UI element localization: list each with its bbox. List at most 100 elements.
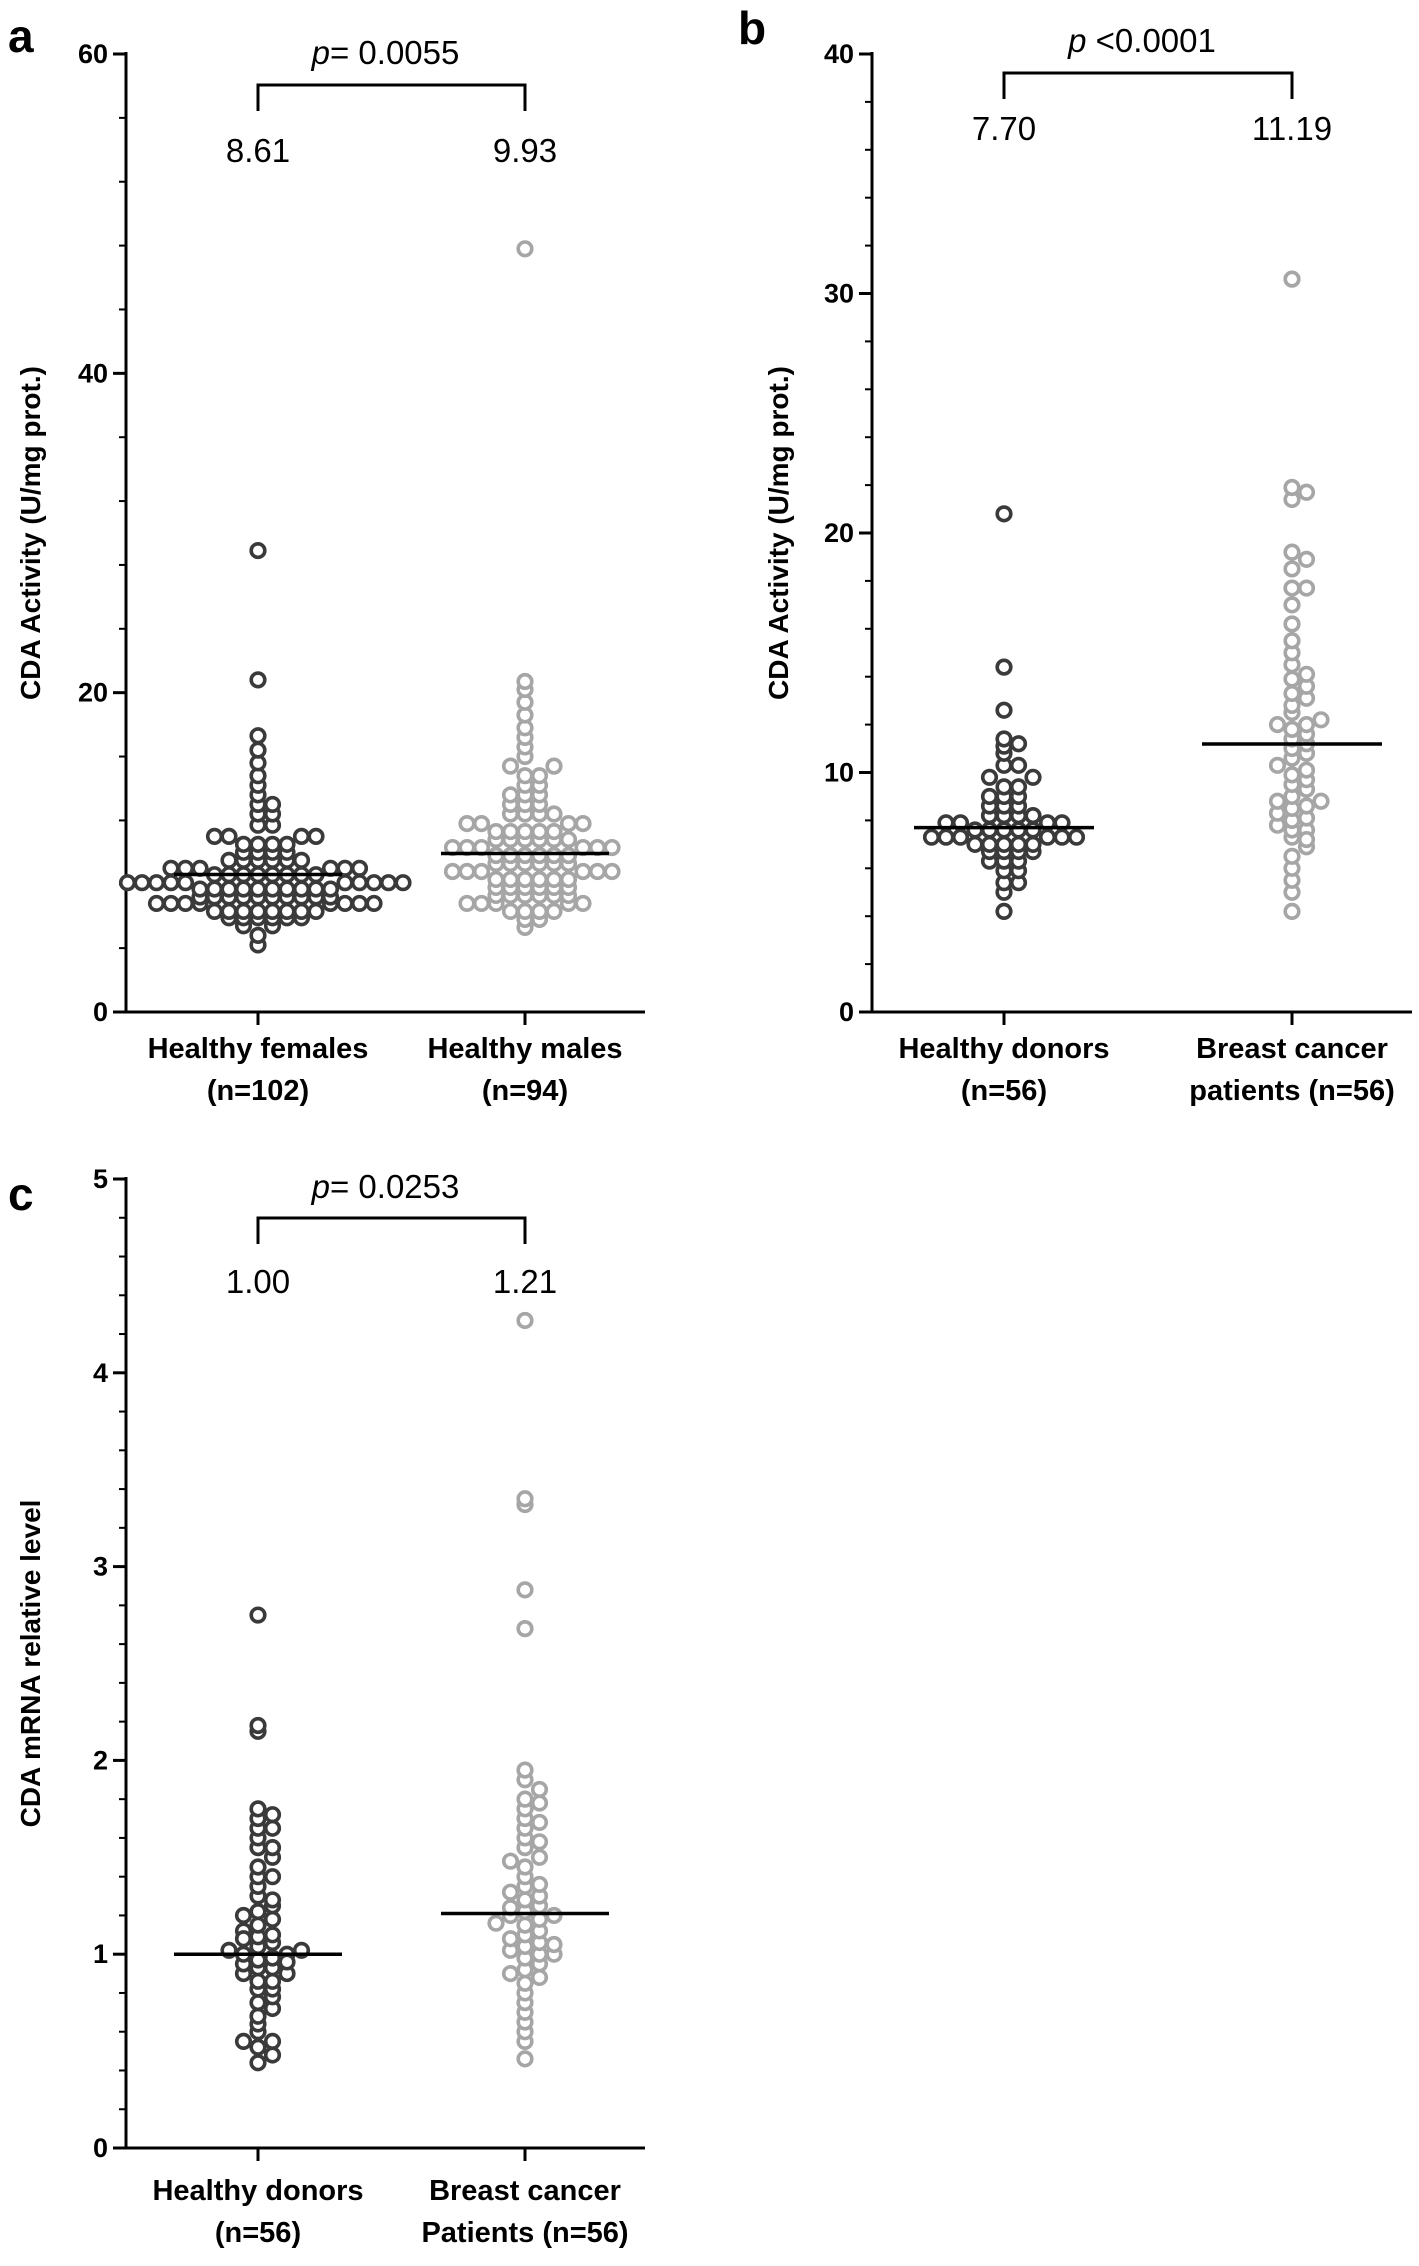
- p-value-label: p <0.0001: [1067, 22, 1216, 59]
- data-point-1-93: [516, 240, 534, 258]
- data-point-1-34: [443, 862, 462, 881]
- data-point-0-3: [263, 2032, 282, 2051]
- data-point-1-26: [501, 870, 520, 889]
- data-point-1-52: [1297, 483, 1316, 501]
- p-value-symbol: p: [311, 1168, 330, 1205]
- data-point-0-81: [263, 835, 282, 853]
- data-point-0-29: [263, 1926, 282, 1944]
- data-point-1-44: [516, 1490, 534, 1508]
- x-category-n-label: (n=102): [207, 1075, 309, 1107]
- data-point-0-19: [951, 828, 970, 846]
- data-point-0-43: [995, 778, 1013, 796]
- y-tick-label: 30: [824, 279, 854, 309]
- data-point-1-47: [1297, 579, 1316, 597]
- data-point-0-85: [292, 827, 311, 845]
- data-point-0-43: [307, 880, 325, 898]
- data-point-0-22: [1067, 828, 1086, 846]
- y-tick-label: 20: [824, 518, 854, 548]
- data-point-1-67: [574, 814, 592, 833]
- data-point-1-84: [545, 757, 563, 775]
- data-point-1-39: [1283, 670, 1301, 688]
- data-point-0-13: [249, 1972, 267, 1990]
- data-point-0-51: [1009, 735, 1028, 753]
- data-point-1-32: [458, 862, 476, 881]
- median-value-label: 1.00: [226, 1263, 290, 1300]
- data-point-0-15: [980, 835, 999, 853]
- y-tick-label: 60: [78, 39, 108, 69]
- panel-b: b 0 10 20 30 40 CDA Activity (U/mg prot.) Healt…: [738, 2, 1412, 1107]
- data-point-0-40: [249, 1858, 267, 1876]
- data-point-0-13: [995, 835, 1013, 853]
- x-category-label: Healthy donors: [898, 1033, 1109, 1065]
- data-point-1-4: [530, 902, 549, 921]
- x-category-label: Healthy males: [427, 1033, 622, 1065]
- data-point-0-47: [336, 874, 354, 892]
- data-point-1-53: [603, 838, 621, 857]
- data-point-0-28: [966, 821, 984, 839]
- panel-c: c 0 1 2 3 4 5 CDA mRNA relative level Healthy do…: [8, 1164, 645, 2249]
- data-point-1-46: [487, 846, 505, 865]
- data-point-0-15: [292, 902, 311, 921]
- data-point-1-51: [530, 1875, 549, 1894]
- panel-letter: b: [738, 2, 766, 54]
- data-point-0-46: [176, 874, 195, 892]
- data-point-0-80: [249, 835, 267, 853]
- y-tick-label: 40: [78, 358, 108, 388]
- data-point-0-48: [1009, 756, 1028, 774]
- data-point-0-54: [118, 874, 137, 892]
- data-point-0-39: [263, 1868, 282, 1886]
- data-point-0-51: [365, 874, 383, 892]
- data-point-0-45: [980, 768, 999, 786]
- data-point-0-23: [922, 828, 941, 846]
- data-point-1-37: [1283, 684, 1301, 703]
- data-point-1-38: [530, 1780, 549, 1799]
- data-point-0-0: [249, 2054, 267, 2072]
- data-point-0-23: [350, 894, 369, 913]
- p-value-symbol: p: [311, 34, 330, 71]
- data-point-1-48: [1283, 560, 1301, 578]
- data-point-1-68: [458, 814, 476, 833]
- data-point-1-55: [1297, 830, 1316, 849]
- data-point-0-12: [234, 902, 253, 921]
- data-point-0-42: [980, 787, 999, 806]
- data-point-1-72: [545, 805, 563, 823]
- data-point-0-36: [1024, 807, 1042, 825]
- data-point-0-20: [176, 894, 195, 913]
- data-point-1-53: [1283, 478, 1301, 497]
- data-point-1-81: [516, 767, 534, 785]
- x-category-n-label: Patients (n=56): [421, 2217, 628, 2249]
- data-point-1-78: [501, 786, 520, 804]
- data-point-0-14: [220, 902, 238, 921]
- data-point-1-11: [458, 894, 476, 913]
- data-point-1-4: [1283, 847, 1301, 865]
- data-point-0-38: [234, 880, 253, 898]
- data-point-1-63: [545, 822, 563, 841]
- data-point-1-29: [559, 870, 578, 889]
- data-point-1-45: [516, 1311, 534, 1330]
- data-point-1-28: [487, 870, 505, 889]
- data-point-1-33: [588, 862, 607, 881]
- data-point-0-48: [263, 1806, 282, 1824]
- data-point-1-25: [516, 1891, 534, 1909]
- data-point-0-26: [980, 821, 999, 839]
- data-point-0-21: [937, 828, 955, 846]
- data-point-0-10: [249, 902, 267, 921]
- data-point-0-31: [249, 1916, 267, 1934]
- data-point-0-27: [1024, 821, 1042, 839]
- data-point-1-54: [530, 1813, 549, 1832]
- x-category-n-label: (n=56): [961, 1075, 1047, 1107]
- data-point-0-45: [321, 880, 340, 898]
- y-tick-label: 1: [93, 1939, 108, 1969]
- data-point-1-22: [545, 1906, 563, 1925]
- median-value-label: 1.21: [493, 1263, 557, 1300]
- data-point-0-37: [263, 880, 282, 898]
- data-point-0-43: [263, 1839, 282, 1857]
- data-point-0-52: [249, 1606, 267, 1624]
- data-point-1-40: [1297, 665, 1316, 683]
- data-point-1-35: [603, 862, 621, 881]
- data-point-0-46: [1024, 768, 1042, 786]
- data-point-0-54: [995, 658, 1013, 676]
- y-tick-label: 10: [824, 758, 854, 788]
- y-tick-label: 0: [93, 997, 108, 1027]
- y-tick-label: 4: [93, 1358, 108, 1388]
